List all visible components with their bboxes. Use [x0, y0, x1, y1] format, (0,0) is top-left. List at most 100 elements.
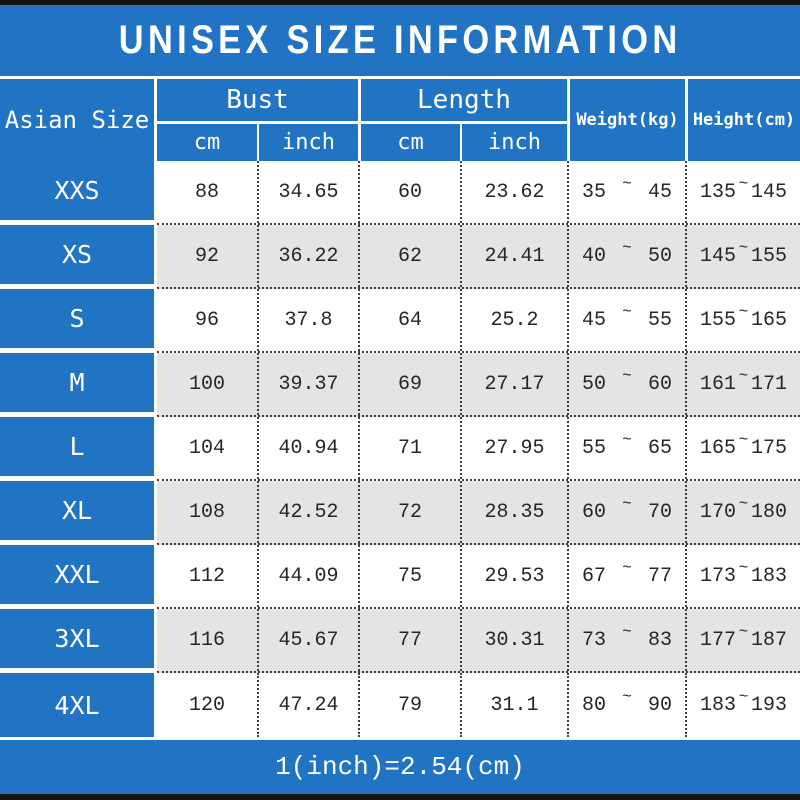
length-cm-cell: 71 [358, 417, 460, 479]
height-range-cell: 177 ~187 [685, 609, 800, 671]
size-label-cell: M [0, 353, 157, 417]
tilde-separator: ~ [738, 367, 749, 385]
height-range-cell: 170 ~180 [685, 481, 800, 543]
height-min: 145 [700, 244, 737, 268]
header-weight: Weight(kg) [567, 79, 685, 161]
tilde-separator: ~ [622, 495, 632, 513]
length-inch-cell: 30.31 [460, 609, 567, 671]
height-min: 161 [700, 372, 737, 396]
bust-cm-cell: 104 [188, 436, 225, 460]
top-border [0, 0, 800, 5]
corner-header-asian-size: Asian Size [0, 79, 157, 161]
tilde-separator: ~ [622, 367, 632, 385]
bust-inch-cell: 34.65 [257, 161, 358, 223]
height-range-cell: 173 ~183 [685, 545, 800, 607]
size-label-cell: XXS [0, 161, 157, 225]
bust-inch-cell: 42.52 [257, 481, 358, 543]
bust-group-label: Bust [157, 79, 358, 124]
tilde-separator: ~ [622, 688, 632, 706]
tilde-separator: ~ [622, 431, 632, 449]
row-cells: 92 36.22 62 24.41 40 ~50 145 ~155 [157, 225, 800, 289]
height-min: 155 [700, 308, 737, 332]
title-banner: UNISEX SIZE INFORMATION [0, 5, 800, 79]
tilde-separator: ~ [622, 239, 632, 257]
length-cm-cell: 79 [358, 673, 460, 737]
tilde-separator: ~ [622, 175, 632, 193]
weight-min: 67 [582, 564, 607, 588]
height-min: 165 [700, 436, 737, 460]
row-cells: 116 45.67 77 30.31 73 ~83 177 ~187 [157, 609, 800, 673]
bust-cm-cell: 100 [188, 372, 225, 396]
weight-max: 70 [647, 500, 672, 524]
weight-range-cell: 60 ~70 [567, 481, 685, 543]
bust-cm-cell: 92 [194, 244, 219, 268]
conversion-note: 1(inch)=2.54(cm) [275, 752, 525, 782]
tilde-separator: ~ [622, 303, 632, 321]
length-cm-cell: 64 [358, 289, 460, 351]
table-row: XL 108 42.52 72 28.35 60 ~70 170 ~180 [0, 481, 800, 545]
height-range-cell: 155 ~165 [685, 289, 800, 351]
size-label-cell: L [0, 417, 157, 481]
table-row: 3XL 116 45.67 77 30.31 73 ~83 177 ~187 [0, 609, 800, 673]
tilde-separator: ~ [738, 623, 749, 641]
table-row: XXS 88 34.65 60 23.62 35 ~45 135 ~145 [0, 161, 800, 225]
row-cells: 108 42.52 72 28.35 60 ~70 170 ~180 [157, 481, 800, 545]
length-cm-cell: 75 [358, 545, 460, 607]
length-subheaders: cm inch [361, 124, 567, 161]
row-cells: 120 47.24 79 31.1 80 ~90 183 ~193 [157, 673, 800, 737]
page-title: UNISEX SIZE INFORMATION [118, 18, 682, 62]
height-min: 135 [700, 180, 737, 204]
table-row: L 104 40.94 71 27.95 55 ~65 165 ~175 [0, 417, 800, 481]
subheader-bust-cm: cm [193, 130, 221, 155]
weight-max: 45 [647, 180, 672, 204]
length-cm-cell: 72 [358, 481, 460, 543]
subheader-bust-inch: inch [257, 124, 358, 161]
height-max: 183 [750, 564, 787, 588]
bust-cm-cell: 88 [194, 180, 219, 204]
bust-inch-cell: 45.67 [257, 609, 358, 671]
length-inch-cell: 25.2 [460, 289, 567, 351]
weight-min: 73 [582, 628, 607, 652]
height-min: 183 [700, 693, 737, 717]
row-cells: 104 40.94 71 27.95 55 ~65 165 ~175 [157, 417, 800, 481]
table-row: 4XL 120 47.24 79 31.1 80 ~90 183 ~193 [0, 673, 800, 737]
header-height: Height(cm) [685, 79, 800, 161]
bust-cm-cell: 120 [188, 693, 225, 717]
bust-inch-cell: 39.37 [257, 353, 358, 415]
length-inch-cell: 27.17 [460, 353, 567, 415]
bust-inch-cell: 37.8 [257, 289, 358, 351]
size-label-cell: 3XL [0, 609, 157, 673]
group-header-bust: Bust cm inch [157, 79, 358, 161]
weight-min: 35 [582, 180, 607, 204]
height-max: 145 [750, 180, 787, 204]
height-max: 175 [750, 436, 787, 460]
weight-max: 50 [647, 244, 672, 268]
height-max: 155 [750, 244, 787, 268]
weight-range-cell: 55 ~65 [567, 417, 685, 479]
size-label-cell: S [0, 289, 157, 353]
tilde-separator: ~ [622, 559, 632, 577]
height-min: 170 [700, 500, 737, 524]
weight-range-cell: 80 ~90 [567, 673, 685, 737]
length-cm-cell: 62 [358, 225, 460, 287]
footer-separator [0, 737, 800, 740]
bottom-border [0, 794, 800, 800]
size-label-cell: XS [0, 225, 157, 289]
length-inch-cell: 23.62 [460, 161, 567, 223]
weight-min: 80 [582, 693, 607, 717]
tilde-separator: ~ [738, 495, 749, 513]
weight-max: 65 [647, 436, 672, 460]
height-max: 165 [750, 308, 787, 332]
bust-inch-cell: 36.22 [257, 225, 358, 287]
weight-max: 77 [647, 564, 672, 588]
bust-inch-cell: 40.94 [257, 417, 358, 479]
height-min: 177 [700, 628, 737, 652]
height-range-cell: 165 ~175 [685, 417, 800, 479]
bust-cm-cell: 108 [188, 500, 225, 524]
table-row: XS 92 36.22 62 24.41 40 ~50 145 ~155 [0, 225, 800, 289]
height-max: 193 [750, 693, 787, 717]
size-label-cell: XXL [0, 545, 157, 609]
row-cells: 88 34.65 60 23.62 35 ~45 135 ~145 [157, 161, 800, 225]
weight-min: 45 [582, 308, 607, 332]
